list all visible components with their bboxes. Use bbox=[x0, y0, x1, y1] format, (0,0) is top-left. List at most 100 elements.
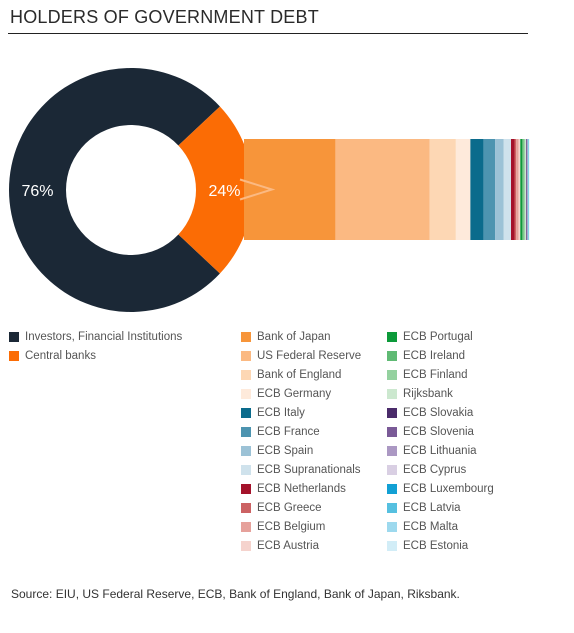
bar-segment-ecb-italy bbox=[470, 139, 484, 240]
bar-segment-rijksbank bbox=[524, 139, 527, 240]
legend-swatch bbox=[387, 541, 397, 551]
legend-swatch bbox=[387, 522, 397, 532]
legend-swatch bbox=[241, 408, 251, 418]
legend-label: ECB Malta bbox=[403, 521, 458, 533]
bar-segment-ecb-supranationals bbox=[503, 139, 512, 240]
legend-swatch bbox=[387, 465, 397, 475]
legend-item: ECB Malta bbox=[387, 519, 458, 535]
legend-swatch bbox=[241, 484, 251, 494]
bar-segment-ecb-netherlands bbox=[511, 139, 515, 240]
donut-slice-investors bbox=[8, 68, 220, 312]
legend-item: ECB Slovakia bbox=[387, 405, 473, 421]
legend-label: ECB Slovenia bbox=[403, 426, 474, 438]
legend-item: Rijksbank bbox=[387, 386, 453, 402]
legend-item: Investors, Financial Institutions bbox=[9, 329, 182, 345]
legend-item: ECB Netherlands bbox=[241, 481, 346, 497]
title-divider bbox=[8, 33, 528, 34]
legend-swatch bbox=[241, 522, 251, 532]
bar-segment-ecb-finland bbox=[523, 139, 525, 240]
legend-label: ECB Spain bbox=[257, 445, 314, 457]
source-note: Source: EIU, US Federal Reserve, ECB, Ba… bbox=[11, 587, 460, 601]
bar-segment-bank-of-japan bbox=[244, 139, 336, 240]
legend-item: Bank of Japan bbox=[241, 329, 331, 345]
legend-label: ECB Supranationals bbox=[257, 464, 361, 476]
legend-swatch bbox=[241, 503, 251, 513]
legend-item: ECB Cyprus bbox=[387, 462, 466, 478]
legend-label: ECB Ireland bbox=[403, 350, 466, 362]
legend-item: ECB Belgium bbox=[241, 519, 325, 535]
legend-label: ECB Slovakia bbox=[403, 407, 474, 419]
bar-segment-bank-of-england bbox=[429, 139, 456, 240]
legend-swatch bbox=[387, 446, 397, 456]
bar-segment-ecb-belgium bbox=[516, 139, 519, 240]
legend-item: ECB Estonia bbox=[387, 538, 468, 554]
legend-label: ECB Luxembourg bbox=[403, 483, 494, 495]
legend-swatch bbox=[241, 332, 251, 342]
bar-segment-ecb-germany bbox=[455, 139, 471, 240]
legend-label: ECB Lithuania bbox=[403, 445, 477, 457]
donut-slice-central-banks-label: 24% bbox=[208, 183, 240, 200]
donut-chart: 76% 24% bbox=[8, 68, 254, 312]
legend-item: ECB Portugal bbox=[387, 329, 473, 345]
legend-item: ECB Slovenia bbox=[387, 424, 474, 440]
legend-swatch bbox=[241, 370, 251, 380]
legend-item: ECB Greece bbox=[241, 500, 322, 516]
legend-label: ECB France bbox=[257, 426, 320, 438]
legend-swatch bbox=[241, 541, 251, 551]
legend-swatch bbox=[387, 484, 397, 494]
legend-item: ECB Germany bbox=[241, 386, 331, 402]
bar-segment-ecb-portugal bbox=[520, 139, 523, 240]
legend-label: ECB Finland bbox=[403, 369, 468, 381]
legend-label: Bank of England bbox=[257, 369, 342, 381]
legend-label: Central banks bbox=[25, 350, 96, 362]
legend-swatch bbox=[241, 446, 251, 456]
connector-arrow-icon bbox=[239, 178, 276, 201]
legend-label: ECB Italy bbox=[257, 407, 305, 419]
bar-segment-us-federal-reserve bbox=[335, 139, 430, 240]
legend-item: Bank of England bbox=[241, 367, 341, 383]
legend-item: ECB France bbox=[241, 424, 320, 440]
legend-item: ECB Ireland bbox=[387, 348, 465, 364]
legend-item: ECB Supranationals bbox=[241, 462, 361, 478]
bar-segment-ecb-slovenia bbox=[526, 139, 528, 240]
legend-swatch bbox=[387, 370, 397, 380]
legend-swatch bbox=[241, 389, 251, 399]
legend-item: ECB Lithuania bbox=[387, 443, 477, 459]
legend-label: ECB Latvia bbox=[403, 502, 461, 514]
bar-segment-ecb-estonia bbox=[528, 139, 530, 240]
legend-swatch bbox=[387, 408, 397, 418]
legend-swatch bbox=[387, 503, 397, 513]
legend-item: ECB Italy bbox=[241, 405, 305, 421]
legend-item: US Federal Reserve bbox=[241, 348, 361, 364]
legend-item: ECB Spain bbox=[241, 443, 313, 459]
bar-segment-ecb-slovakia bbox=[526, 139, 527, 240]
bar-segment-ecb-ireland bbox=[522, 139, 524, 240]
legend-swatch bbox=[387, 332, 397, 342]
legend-swatch bbox=[241, 351, 251, 361]
legend-label: Rijksbank bbox=[403, 388, 453, 400]
legend-swatch bbox=[387, 427, 397, 437]
donut-slice-central-banks bbox=[178, 106, 254, 274]
legend-label: ECB Portugal bbox=[403, 331, 473, 343]
legend-label: US Federal Reserve bbox=[257, 350, 362, 362]
legend-label: ECB Belgium bbox=[257, 521, 326, 533]
legend-swatch bbox=[387, 389, 397, 399]
bar-segment-ecb-france bbox=[483, 139, 496, 240]
chart-title: HOLDERS OF GOVERNMENT DEBT bbox=[10, 7, 319, 27]
bar-segment-ecb-greece bbox=[514, 139, 517, 240]
donut-slice-investors-label: 76% bbox=[21, 183, 53, 200]
legend-label: ECB Netherlands bbox=[257, 483, 346, 495]
legend-item: ECB Finland bbox=[387, 367, 468, 383]
legend-label: ECB Austria bbox=[257, 540, 319, 552]
bar-segment-ecb-austria bbox=[518, 139, 521, 240]
legend-swatch bbox=[9, 351, 19, 361]
legend-item: ECB Latvia bbox=[387, 500, 461, 516]
legend-label: ECB Estonia bbox=[403, 540, 469, 552]
legend-label: Investors, Financial Institutions bbox=[25, 331, 183, 343]
legend-label: ECB Germany bbox=[257, 388, 332, 400]
bar-segment-ecb-spain bbox=[495, 139, 504, 240]
legend-swatch bbox=[387, 351, 397, 361]
chart-canvas: 76% 24% bbox=[8, 68, 530, 312]
legend-swatch bbox=[241, 465, 251, 475]
legend-label: ECB Cyprus bbox=[403, 464, 467, 476]
